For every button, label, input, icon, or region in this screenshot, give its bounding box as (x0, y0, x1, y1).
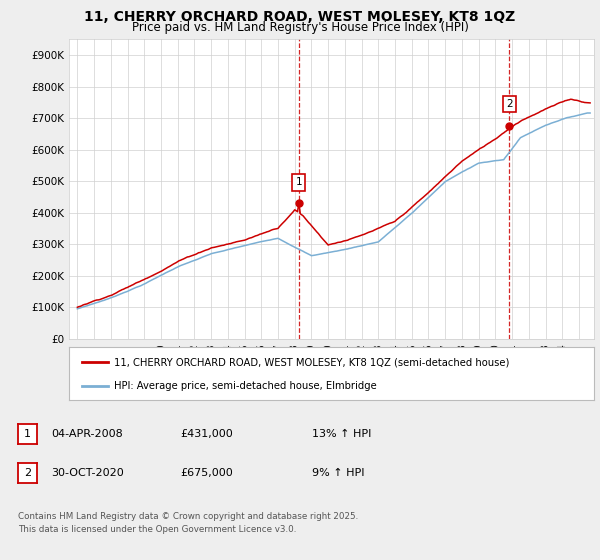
Text: 11, CHERRY ORCHARD ROAD, WEST MOLESEY, KT8 1QZ: 11, CHERRY ORCHARD ROAD, WEST MOLESEY, K… (85, 10, 515, 24)
Text: HPI: Average price, semi-detached house, Elmbridge: HPI: Average price, semi-detached house,… (113, 380, 376, 390)
Text: 2: 2 (506, 99, 512, 109)
Text: 30-OCT-2020: 30-OCT-2020 (51, 468, 124, 478)
Text: 13% ↑ HPI: 13% ↑ HPI (312, 429, 371, 439)
Text: £431,000: £431,000 (180, 429, 233, 439)
Text: Contains HM Land Registry data © Crown copyright and database right 2025.
This d: Contains HM Land Registry data © Crown c… (18, 512, 358, 534)
Text: 1: 1 (296, 178, 302, 188)
Text: £675,000: £675,000 (180, 468, 233, 478)
Text: 04-APR-2008: 04-APR-2008 (51, 429, 123, 439)
Text: Price paid vs. HM Land Registry's House Price Index (HPI): Price paid vs. HM Land Registry's House … (131, 21, 469, 34)
Text: 11, CHERRY ORCHARD ROAD, WEST MOLESEY, KT8 1QZ (semi-detached house): 11, CHERRY ORCHARD ROAD, WEST MOLESEY, K… (113, 357, 509, 367)
Text: 2: 2 (24, 468, 31, 478)
Text: 9% ↑ HPI: 9% ↑ HPI (312, 468, 365, 478)
Text: 1: 1 (24, 429, 31, 439)
